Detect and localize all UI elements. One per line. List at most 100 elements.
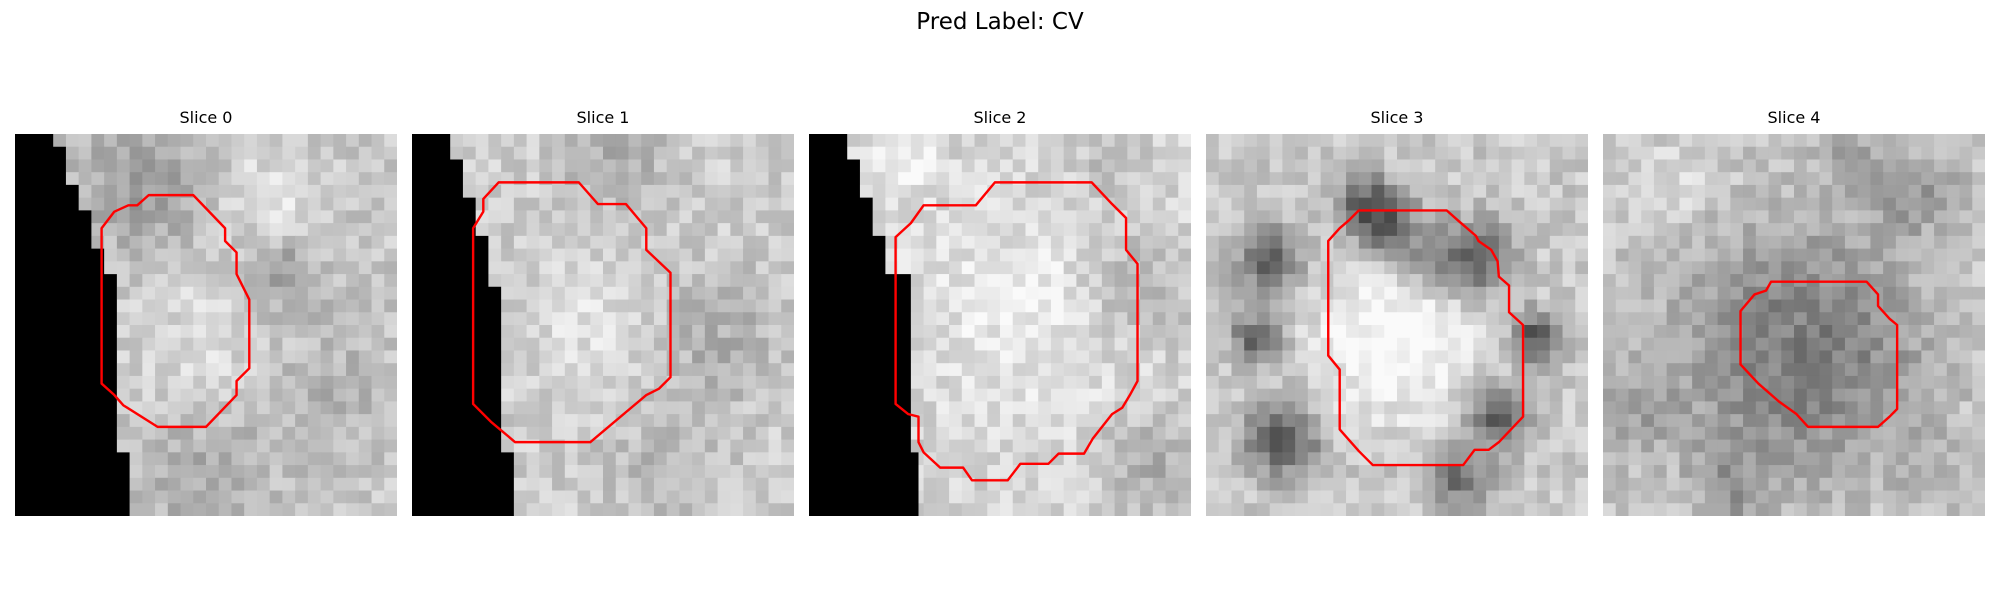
pixel: [244, 146, 258, 160]
pixel: [1832, 261, 1846, 275]
pixel: [755, 248, 770, 262]
pixel: [282, 146, 296, 160]
pixel: [384, 223, 397, 237]
pixel: [1781, 261, 1795, 275]
pixel: [1422, 401, 1436, 415]
pixel: [1435, 146, 1449, 160]
pixel: [333, 210, 347, 224]
pixel: [1063, 375, 1077, 390]
pixel: [1717, 172, 1731, 186]
pixel: [704, 210, 719, 224]
pixel: [1908, 159, 1922, 173]
pixel: [1844, 210, 1859, 224]
pixel: [1371, 248, 1385, 262]
pixel: [1295, 375, 1309, 390]
pixel: [1883, 439, 1897, 453]
pixel: [218, 477, 232, 492]
pixel: [1575, 503, 1588, 516]
pixel: [1178, 210, 1191, 224]
pixel: [1165, 426, 1179, 441]
pixel: [1755, 146, 1770, 160]
pixel: [1806, 210, 1820, 224]
pixel: [462, 159, 477, 173]
pixel: [346, 477, 360, 492]
pixel: [1883, 325, 1897, 339]
pixel: [1511, 134, 1525, 148]
pixel: [384, 439, 397, 453]
pixel: [590, 286, 604, 301]
pixel: [244, 388, 258, 402]
pixel: [1140, 363, 1154, 377]
pixel: [269, 312, 283, 326]
pixel: [295, 465, 309, 479]
pixel: [1562, 503, 1576, 516]
pixel: [1819, 172, 1833, 186]
pixel: [1653, 503, 1668, 516]
pixel: [577, 426, 591, 441]
pixel: [1346, 299, 1360, 313]
pixel: [590, 235, 604, 250]
pixel: [231, 146, 245, 160]
pixel: [1101, 426, 1116, 441]
pixel: [256, 350, 271, 364]
pixel: [384, 375, 397, 390]
pixel: [679, 388, 693, 402]
pixel: [666, 235, 680, 250]
pixel: [1883, 503, 1897, 516]
pixel: [1641, 452, 1655, 466]
pixel: [974, 286, 988, 301]
pixel: [1883, 235, 1897, 250]
pixel: [1628, 465, 1642, 479]
pixel: [1409, 426, 1423, 441]
pixel: [564, 337, 579, 351]
pixel: [1165, 274, 1179, 288]
pixel: [1089, 146, 1103, 160]
pixel: [193, 465, 207, 479]
pixel: [1730, 235, 1744, 250]
pixel: [1844, 134, 1859, 148]
pixel: [231, 159, 245, 173]
pixel: [1704, 184, 1719, 199]
pixel: [1063, 414, 1077, 428]
pixel: [142, 286, 156, 301]
pixel: [1384, 146, 1398, 160]
pixel: [1127, 172, 1141, 186]
pixel: [1679, 134, 1693, 148]
pixel: [1781, 299, 1795, 313]
pixel: [1895, 350, 1910, 364]
pixel: [1819, 312, 1833, 326]
pixel: [384, 146, 397, 160]
pixel: [768, 210, 782, 224]
pixel: [961, 235, 976, 250]
pixel: [1127, 465, 1141, 479]
pixel: [859, 146, 874, 160]
pixel: [1819, 146, 1833, 160]
pixel: [371, 490, 385, 504]
pixel: [679, 312, 693, 326]
pixel: [1012, 134, 1026, 148]
pixel: [768, 452, 782, 466]
pixel: [1908, 274, 1922, 288]
pixel: [1038, 490, 1052, 504]
pixel: [1832, 223, 1846, 237]
pixel: [1934, 465, 1948, 479]
pixel: [1307, 223, 1322, 237]
pixel: [1295, 146, 1309, 160]
pixel: [539, 286, 553, 301]
pixel: [1819, 261, 1833, 275]
pixel: [320, 363, 334, 377]
pixel: [526, 426, 540, 441]
pixel: [1692, 210, 1706, 224]
pixel: [1628, 210, 1642, 224]
pixel: [1114, 235, 1128, 250]
pixel: [1575, 286, 1588, 301]
pixel: [898, 146, 912, 160]
pixel: [1908, 223, 1922, 237]
pixel: [1409, 261, 1423, 275]
pixel: [1819, 235, 1833, 250]
pixel: [1819, 134, 1833, 148]
slice-image-canvas: [15, 134, 397, 516]
slice-image: [1603, 134, 1985, 516]
pixel: [1666, 248, 1680, 262]
pixel: [603, 325, 617, 339]
